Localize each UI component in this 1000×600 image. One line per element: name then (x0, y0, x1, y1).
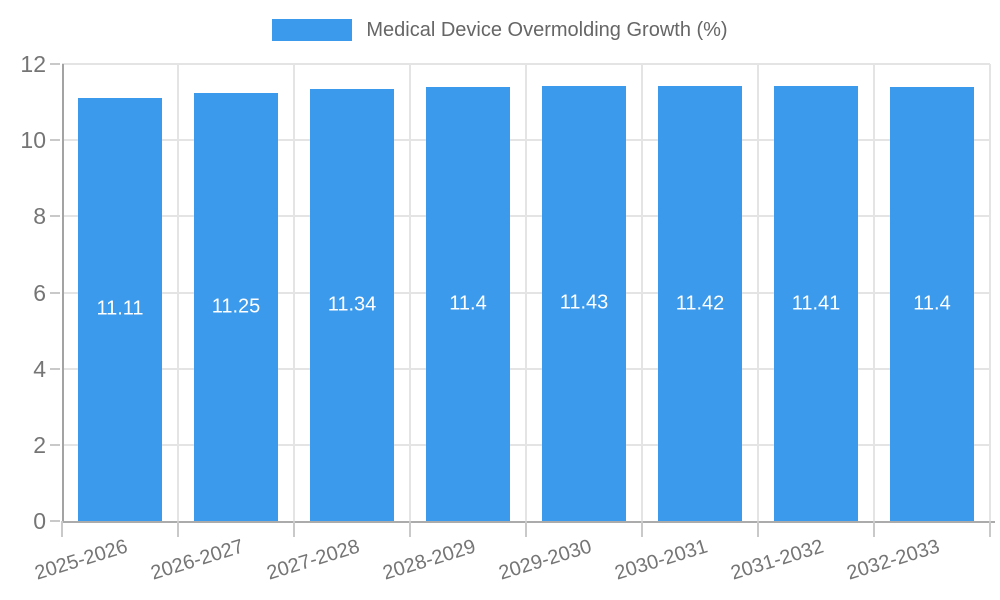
legend[interactable]: Medical Device Overmolding Growth (%) (0, 18, 1000, 42)
y-tick-label: 10 (20, 127, 46, 154)
y-tick-label: 6 (33, 279, 46, 306)
vertical-gridline (525, 64, 527, 521)
bar-value-label: 11.34 (327, 293, 377, 316)
y-tick-label: 4 (33, 355, 46, 382)
x-tick-mark (873, 521, 875, 537)
bar-value-label: 11.41 (791, 292, 841, 315)
bar[interactable]: 11.4 (426, 86, 510, 521)
y-tick-mark (50, 215, 60, 218)
bar[interactable]: 11.43 (542, 85, 626, 521)
vertical-gridline (293, 64, 295, 521)
y-tick-label: 2 (33, 431, 46, 458)
bar[interactable]: 11.34 (310, 89, 394, 521)
vertical-gridline (989, 64, 991, 521)
x-tick-mark (989, 521, 991, 537)
vertical-gridline (873, 64, 875, 521)
x-category-label: 2026-2027 (148, 535, 247, 585)
bar[interactable]: 11.25 (194, 92, 278, 521)
x-tick-mark (177, 521, 179, 537)
x-category-label: 2028-2029 (380, 535, 479, 585)
plot-area: 11.11 11.25 11.34 11.4 11.43 11.42 11.41 11.4 (62, 63, 995, 523)
y-tick-label: 12 (20, 51, 46, 77)
y-tick-mark (50, 367, 60, 370)
x-tick-mark (757, 521, 759, 537)
y-tick-mark (50, 520, 60, 522)
bar-value-label: 11.4 (913, 292, 951, 315)
x-tick-mark (61, 521, 63, 537)
legend-swatch-icon (272, 19, 353, 41)
y-tick-mark (50, 139, 60, 142)
y-axis-line (62, 64, 64, 521)
x-category-label: 2029-2030 (496, 535, 595, 585)
x-category-label: 2030-2031 (612, 535, 711, 585)
x-category-label: 2032-2033 (844, 535, 943, 585)
bar-value-label: 11.42 (675, 292, 725, 315)
vertical-gridline (641, 64, 643, 521)
vertical-gridline (757, 64, 759, 521)
vertical-gridline (409, 64, 411, 521)
x-category-label: 2027-2028 (264, 535, 363, 585)
x-category-label: 2025-2026 (32, 535, 131, 585)
bar[interactable]: 11.41 (774, 86, 858, 521)
bar-value-label: 11.43 (559, 291, 609, 314)
x-tick-mark (641, 521, 643, 537)
bar-value-label: 11.25 (211, 295, 261, 318)
x-category-label: 2031-2032 (728, 535, 827, 585)
bar[interactable]: 11.42 (658, 86, 742, 521)
x-tick-mark (525, 521, 527, 537)
y-tick-mark (50, 443, 60, 446)
legend-label: Medical Device Overmolding Growth (%) (366, 19, 728, 41)
y-tick-label: 0 (33, 508, 46, 534)
y-tick-label: 8 (33, 203, 46, 230)
x-tick-mark (293, 521, 295, 537)
bar[interactable]: 11.4 (890, 86, 974, 521)
y-tick-mark (50, 291, 60, 294)
x-tick-mark (409, 521, 411, 537)
bar-value-label: 11.11 (96, 297, 144, 320)
bar-value-label: 11.4 (449, 292, 487, 315)
x-axis-line (62, 521, 995, 523)
vertical-gridline (177, 64, 179, 521)
bar[interactable]: 11.11 (78, 97, 162, 521)
y-tick-mark (50, 63, 60, 65)
